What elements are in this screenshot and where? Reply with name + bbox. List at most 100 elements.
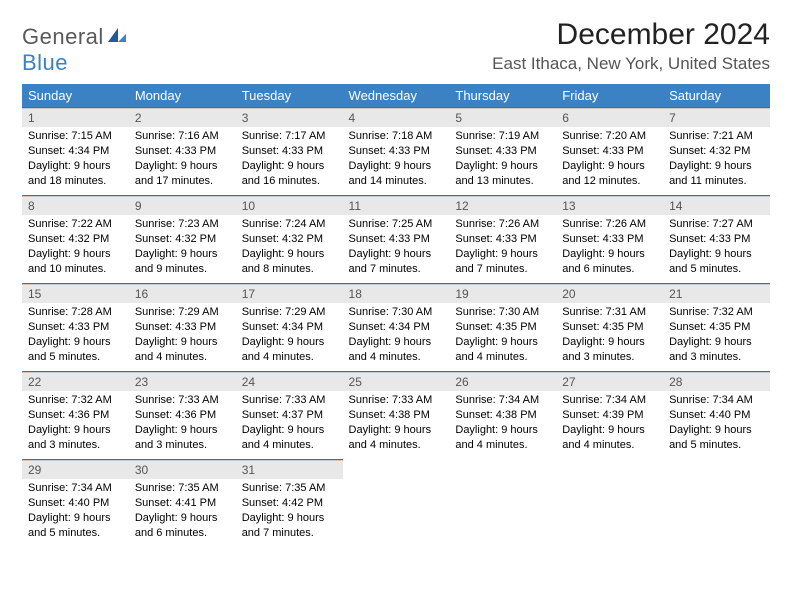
day-details: Sunrise: 7:17 AMSunset: 4:33 PMDaylight:…: [236, 127, 343, 192]
logo-text: General Blue: [22, 24, 128, 76]
day-details: Sunrise: 7:32 AMSunset: 4:36 PMDaylight:…: [22, 391, 129, 456]
day-details: Sunrise: 7:34 AMSunset: 4:40 PMDaylight:…: [22, 479, 129, 544]
calendar-day-cell: 30Sunrise: 7:35 AMSunset: 4:41 PMDayligh…: [129, 460, 236, 548]
weekday-header: Monday: [129, 84, 236, 108]
calendar-day-cell: 16Sunrise: 7:29 AMSunset: 4:33 PMDayligh…: [129, 284, 236, 372]
day-number: 16: [129, 284, 236, 303]
weekday-header-row: SundayMondayTuesdayWednesdayThursdayFrid…: [22, 84, 770, 108]
day-number: 10: [236, 196, 343, 215]
day-details: Sunrise: 7:19 AMSunset: 4:33 PMDaylight:…: [449, 127, 556, 192]
day-number: 25: [343, 372, 450, 391]
day-details: Sunrise: 7:29 AMSunset: 4:34 PMDaylight:…: [236, 303, 343, 368]
day-details: Sunrise: 7:26 AMSunset: 4:33 PMDaylight:…: [556, 215, 663, 280]
day-details: Sunrise: 7:20 AMSunset: 4:33 PMDaylight:…: [556, 127, 663, 192]
weekday-header: Wednesday: [343, 84, 450, 108]
calendar-week-row: 1Sunrise: 7:15 AMSunset: 4:34 PMDaylight…: [22, 108, 770, 196]
calendar-day-cell: 17Sunrise: 7:29 AMSunset: 4:34 PMDayligh…: [236, 284, 343, 372]
day-details: Sunrise: 7:23 AMSunset: 4:32 PMDaylight:…: [129, 215, 236, 280]
calendar-day-cell: 22Sunrise: 7:32 AMSunset: 4:36 PMDayligh…: [22, 372, 129, 460]
logo-word-blue: Blue: [22, 50, 68, 75]
calendar-day-cell: 2Sunrise: 7:16 AMSunset: 4:33 PMDaylight…: [129, 108, 236, 196]
day-details: Sunrise: 7:27 AMSunset: 4:33 PMDaylight:…: [663, 215, 770, 280]
calendar-day-cell: 31Sunrise: 7:35 AMSunset: 4:42 PMDayligh…: [236, 460, 343, 548]
calendar-day-cell: 26Sunrise: 7:34 AMSunset: 4:38 PMDayligh…: [449, 372, 556, 460]
day-details: Sunrise: 7:35 AMSunset: 4:42 PMDaylight:…: [236, 479, 343, 544]
day-number: 15: [22, 284, 129, 303]
day-number: 29: [22, 460, 129, 479]
day-details: Sunrise: 7:33 AMSunset: 4:38 PMDaylight:…: [343, 391, 450, 456]
title-block: December 2024 East Ithaca, New York, Uni…: [492, 18, 770, 74]
calendar-day-cell: 28Sunrise: 7:34 AMSunset: 4:40 PMDayligh…: [663, 372, 770, 460]
day-details: Sunrise: 7:26 AMSunset: 4:33 PMDaylight:…: [449, 215, 556, 280]
header: General Blue December 2024 East Ithaca, …: [22, 18, 770, 76]
month-title: December 2024: [492, 18, 770, 52]
day-number: 5: [449, 108, 556, 127]
calendar-day-cell: 29Sunrise: 7:34 AMSunset: 4:40 PMDayligh…: [22, 460, 129, 548]
day-number: 31: [236, 460, 343, 479]
day-number: 28: [663, 372, 770, 391]
day-details: Sunrise: 7:24 AMSunset: 4:32 PMDaylight:…: [236, 215, 343, 280]
sail-icon: [106, 31, 128, 48]
calendar-week-row: 29Sunrise: 7:34 AMSunset: 4:40 PMDayligh…: [22, 460, 770, 548]
calendar-day-cell: 5Sunrise: 7:19 AMSunset: 4:33 PMDaylight…: [449, 108, 556, 196]
calendar-day-cell: 11Sunrise: 7:25 AMSunset: 4:33 PMDayligh…: [343, 196, 450, 284]
day-details: Sunrise: 7:30 AMSunset: 4:34 PMDaylight:…: [343, 303, 450, 368]
day-details: Sunrise: 7:34 AMSunset: 4:39 PMDaylight:…: [556, 391, 663, 456]
calendar-day-cell: 8Sunrise: 7:22 AMSunset: 4:32 PMDaylight…: [22, 196, 129, 284]
day-number: 17: [236, 284, 343, 303]
day-number: 4: [343, 108, 450, 127]
day-details: Sunrise: 7:16 AMSunset: 4:33 PMDaylight:…: [129, 127, 236, 192]
location: East Ithaca, New York, United States: [492, 54, 770, 74]
calendar-day-cell: 3Sunrise: 7:17 AMSunset: 4:33 PMDaylight…: [236, 108, 343, 196]
calendar-day-cell: 21Sunrise: 7:32 AMSunset: 4:35 PMDayligh…: [663, 284, 770, 372]
day-number: 7: [663, 108, 770, 127]
day-details: Sunrise: 7:31 AMSunset: 4:35 PMDaylight:…: [556, 303, 663, 368]
calendar-week-row: 8Sunrise: 7:22 AMSunset: 4:32 PMDaylight…: [22, 196, 770, 284]
day-number: 20: [556, 284, 663, 303]
weekday-header: Saturday: [663, 84, 770, 108]
calendar-body: 1Sunrise: 7:15 AMSunset: 4:34 PMDaylight…: [22, 108, 770, 548]
calendar-day-cell: 19Sunrise: 7:30 AMSunset: 4:35 PMDayligh…: [449, 284, 556, 372]
day-details: Sunrise: 7:25 AMSunset: 4:33 PMDaylight:…: [343, 215, 450, 280]
calendar-table: SundayMondayTuesdayWednesdayThursdayFrid…: [22, 84, 770, 548]
day-details: Sunrise: 7:33 AMSunset: 4:37 PMDaylight:…: [236, 391, 343, 456]
day-details: Sunrise: 7:34 AMSunset: 4:38 PMDaylight:…: [449, 391, 556, 456]
calendar-day-cell: [343, 460, 450, 548]
day-number: 11: [343, 196, 450, 215]
day-number: 30: [129, 460, 236, 479]
calendar-day-cell: 7Sunrise: 7:21 AMSunset: 4:32 PMDaylight…: [663, 108, 770, 196]
day-number: 1: [22, 108, 129, 127]
calendar-day-cell: [556, 460, 663, 548]
day-details: Sunrise: 7:35 AMSunset: 4:41 PMDaylight:…: [129, 479, 236, 544]
calendar-day-cell: 24Sunrise: 7:33 AMSunset: 4:37 PMDayligh…: [236, 372, 343, 460]
day-number: 2: [129, 108, 236, 127]
day-number: 21: [663, 284, 770, 303]
calendar-day-cell: 4Sunrise: 7:18 AMSunset: 4:33 PMDaylight…: [343, 108, 450, 196]
weekday-header: Thursday: [449, 84, 556, 108]
day-details: Sunrise: 7:33 AMSunset: 4:36 PMDaylight:…: [129, 391, 236, 456]
calendar-day-cell: 14Sunrise: 7:27 AMSunset: 4:33 PMDayligh…: [663, 196, 770, 284]
calendar-week-row: 15Sunrise: 7:28 AMSunset: 4:33 PMDayligh…: [22, 284, 770, 372]
day-details: Sunrise: 7:30 AMSunset: 4:35 PMDaylight:…: [449, 303, 556, 368]
day-number: 24: [236, 372, 343, 391]
calendar-day-cell: 23Sunrise: 7:33 AMSunset: 4:36 PMDayligh…: [129, 372, 236, 460]
day-number: 27: [556, 372, 663, 391]
weekday-header: Friday: [556, 84, 663, 108]
calendar-day-cell: [663, 460, 770, 548]
calendar-day-cell: 18Sunrise: 7:30 AMSunset: 4:34 PMDayligh…: [343, 284, 450, 372]
calendar-day-cell: 15Sunrise: 7:28 AMSunset: 4:33 PMDayligh…: [22, 284, 129, 372]
day-number: 26: [449, 372, 556, 391]
weekday-header: Tuesday: [236, 84, 343, 108]
weekday-header: Sunday: [22, 84, 129, 108]
day-number: 6: [556, 108, 663, 127]
day-number: 18: [343, 284, 450, 303]
calendar-day-cell: 27Sunrise: 7:34 AMSunset: 4:39 PMDayligh…: [556, 372, 663, 460]
day-number: 19: [449, 284, 556, 303]
day-number: 23: [129, 372, 236, 391]
calendar-day-cell: 20Sunrise: 7:31 AMSunset: 4:35 PMDayligh…: [556, 284, 663, 372]
day-number: 13: [556, 196, 663, 215]
day-details: Sunrise: 7:32 AMSunset: 4:35 PMDaylight:…: [663, 303, 770, 368]
calendar-day-cell: [449, 460, 556, 548]
day-details: Sunrise: 7:18 AMSunset: 4:33 PMDaylight:…: [343, 127, 450, 192]
day-number: 14: [663, 196, 770, 215]
